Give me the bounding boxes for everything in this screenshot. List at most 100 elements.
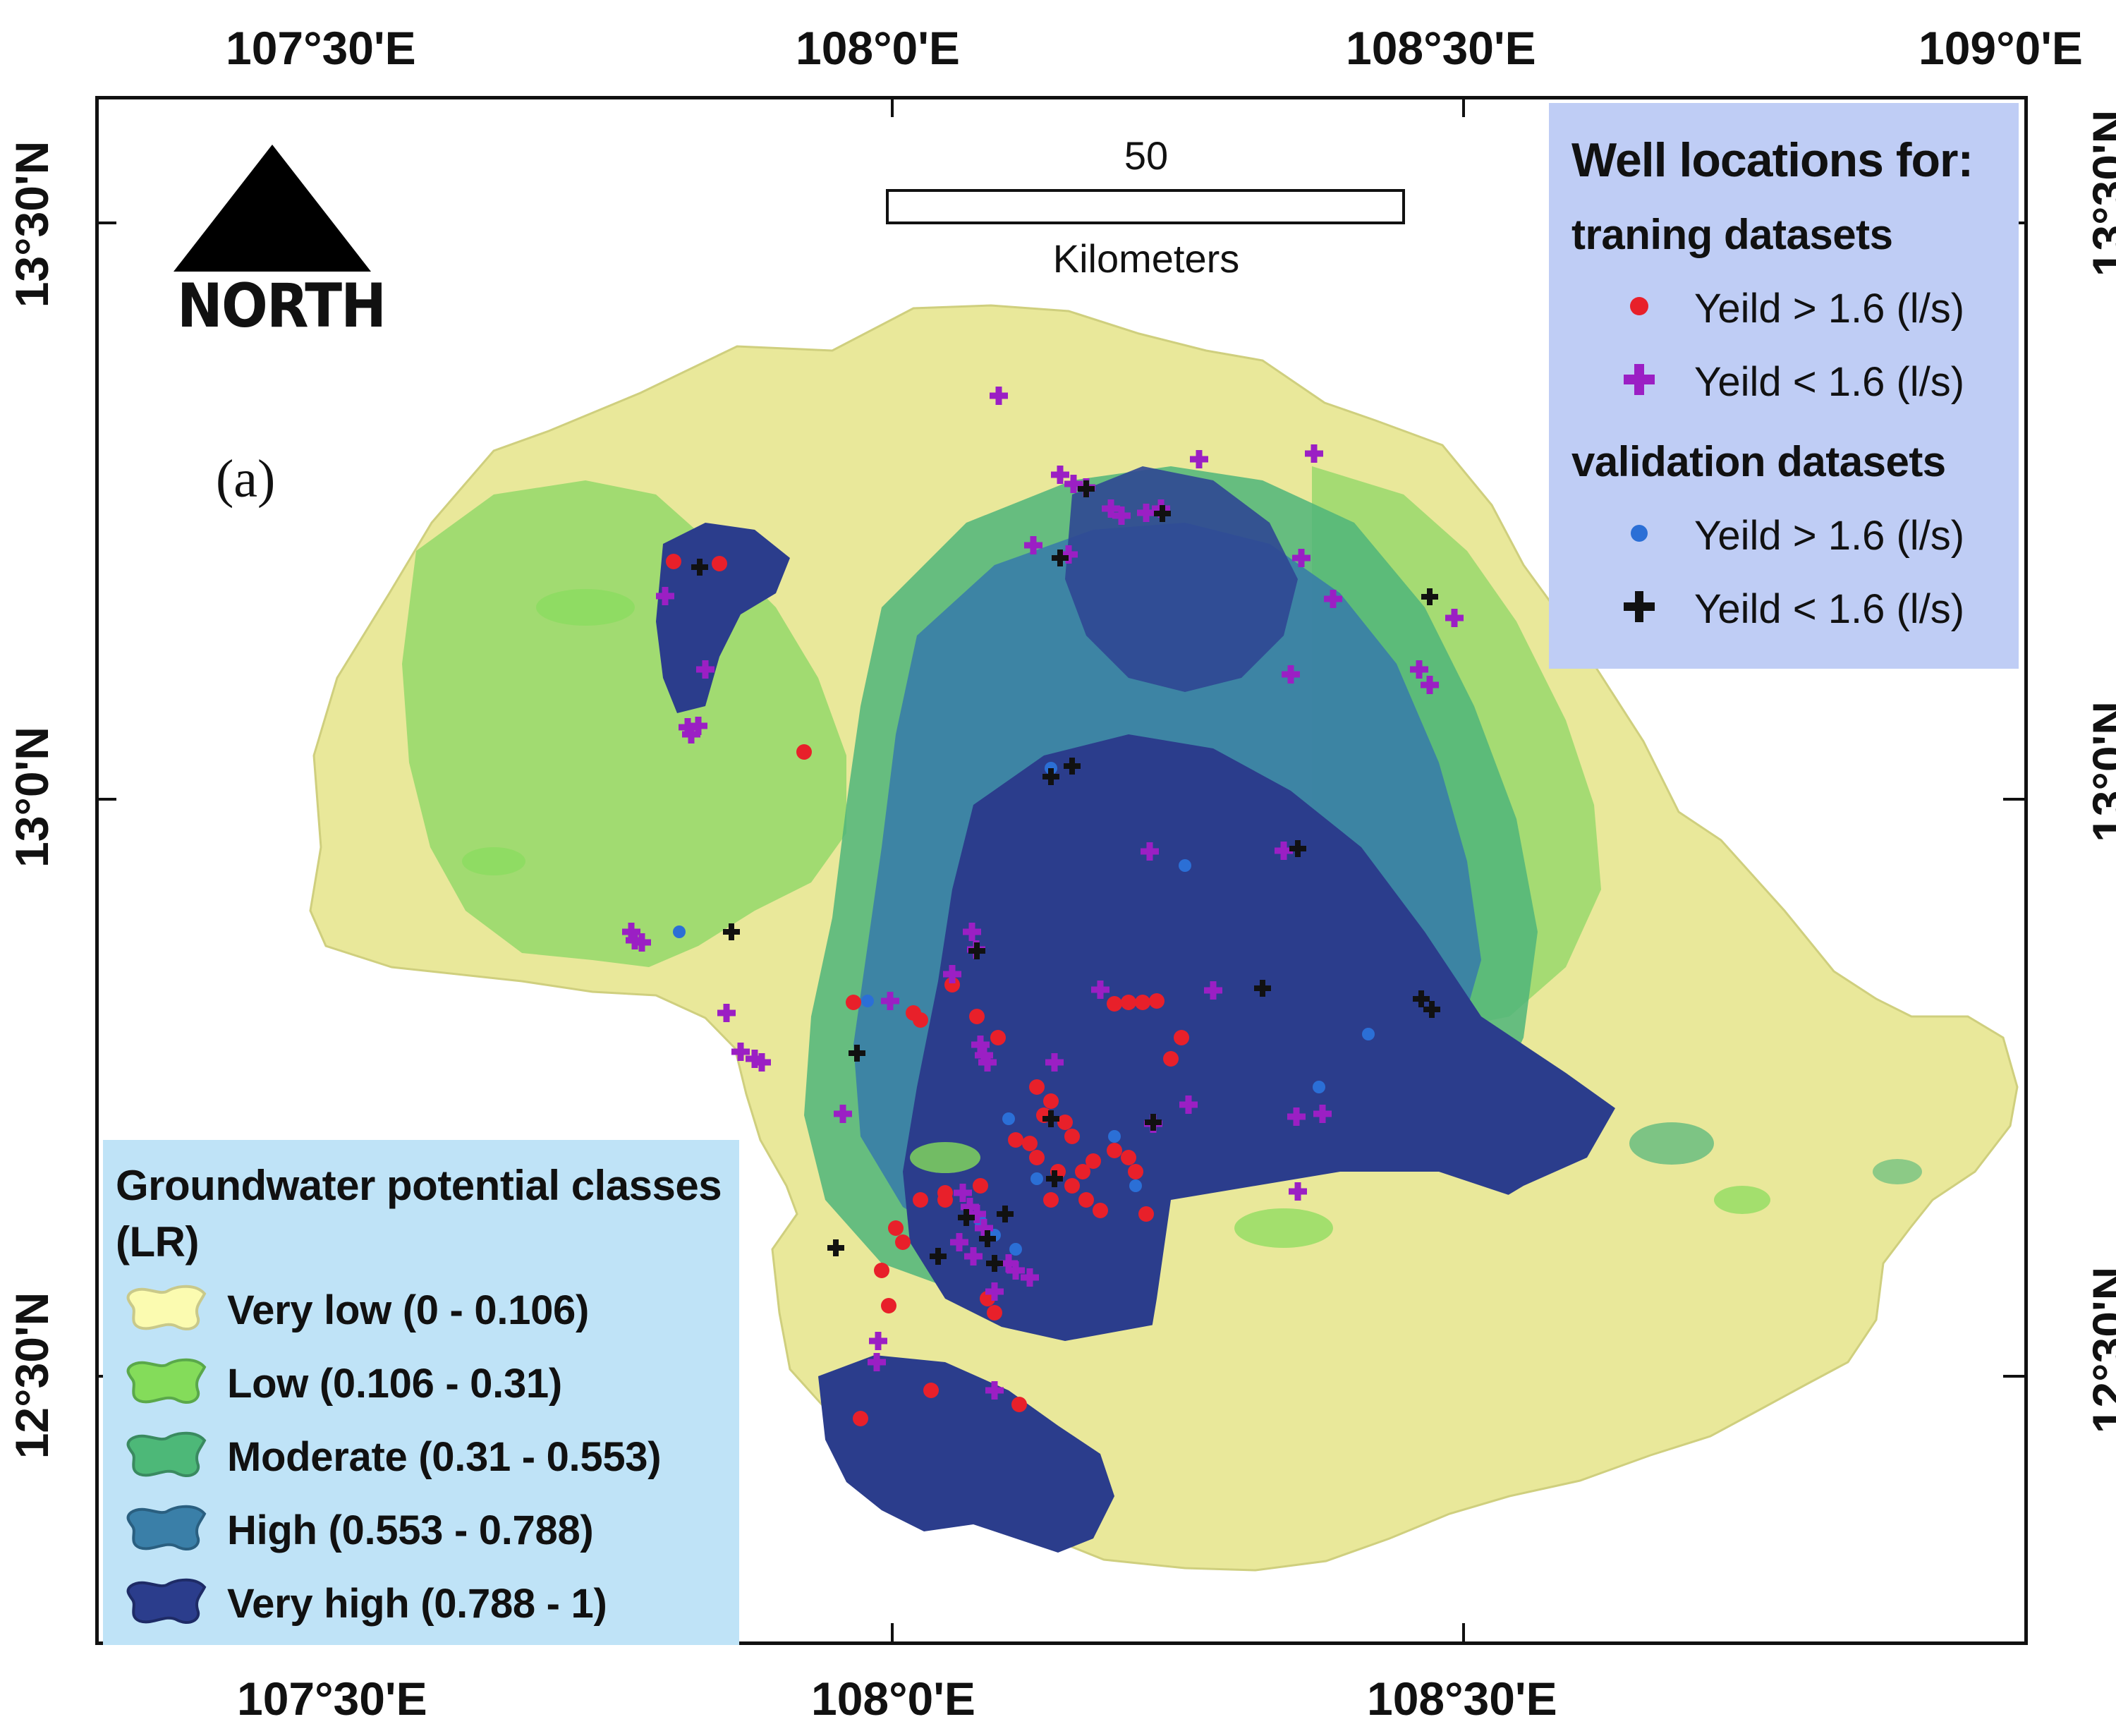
class-legend-title: Groundwater potential classes	[116, 1162, 722, 1209]
class-very-low: Very low (0 - 0.106)	[227, 1287, 590, 1333]
left-lat-label-3: 12°30'N	[6, 1292, 58, 1459]
well-training-low-19	[656, 587, 674, 605]
well-training-low-53	[964, 1247, 983, 1265]
wells-training-low-yield	[622, 387, 1464, 1400]
well-training-high-31	[1064, 1178, 1080, 1194]
well-training-low-57	[1021, 1268, 1039, 1287]
well-validation-high-4	[861, 995, 874, 1007]
well-training-high-14	[1174, 1030, 1189, 1045]
well-training-high-24	[1029, 1150, 1045, 1165]
high-swatch-icon	[126, 1505, 207, 1550]
well-validation-high-7	[1002, 1112, 1015, 1125]
well-training-low-28	[943, 965, 961, 983]
legend-item-validation-high: Yeild > 1.6 (l/s)	[1694, 513, 1965, 559]
well-training-low-60	[868, 1353, 886, 1371]
well-training-low-54	[1289, 1182, 1307, 1201]
well-legend-title: Well locations for:	[1571, 133, 1974, 187]
well-training-low-24	[1141, 842, 1159, 861]
low-swatch-icon	[126, 1358, 207, 1404]
well-training-high-29	[1121, 1150, 1136, 1165]
well-validation-low-13	[1423, 1001, 1440, 1018]
well-training-low-48	[954, 1184, 972, 1202]
well-training-low-11	[1024, 536, 1042, 554]
well-validation-low-21	[958, 1209, 975, 1226]
well-training-low-3	[1064, 475, 1083, 493]
well-validation-low-3	[1154, 505, 1171, 522]
well-training-high-5	[1121, 995, 1136, 1010]
well-training-low-41	[975, 1046, 993, 1064]
well-training-high-1	[666, 554, 681, 569]
well-training-high-8	[944, 977, 960, 993]
well-validation-high-9	[1030, 1172, 1043, 1185]
well-validation-low-14	[849, 1045, 865, 1062]
well-training-low-61	[985, 1381, 1004, 1400]
legend-item-training-high: Yeild > 1.6 (l/s)	[1694, 286, 1965, 332]
very-low-swatch-icon	[126, 1285, 207, 1330]
well-validation-low-6	[1064, 758, 1081, 775]
well-training-low-52	[950, 1233, 968, 1251]
well-validation-low-16	[1145, 1114, 1162, 1131]
right-lat-label-1: 13°30'N	[2083, 109, 2116, 277]
right-lat-label-2: 13°0'N	[2083, 701, 2116, 842]
north-arrow-icon	[174, 145, 371, 272]
well-training-low-50	[968, 1205, 986, 1223]
well-training-low-33	[622, 923, 640, 941]
well-training-low-10	[1305, 444, 1323, 463]
wells-validation-high-yield	[673, 762, 1375, 1256]
well-training-low-42	[978, 1053, 997, 1072]
class-high: High (0.553 - 0.788)	[227, 1507, 594, 1553]
well-training-low-47	[1179, 1095, 1198, 1114]
north-label: NORTH	[177, 271, 387, 341]
well-training-high-40	[874, 1263, 889, 1278]
well-training-high-10	[913, 1012, 928, 1028]
well-validation-low-11	[1254, 980, 1271, 997]
training-low-yield-plus-icon	[1624, 364, 1655, 395]
wells-training-high-yield	[666, 554, 1189, 1426]
scale-bar-unit: Kilometers	[1052, 236, 1240, 281]
well-training-low-22	[682, 725, 700, 743]
well-validation-low-18	[997, 1206, 1014, 1222]
validation-heading: validation datasets	[1571, 438, 1946, 485]
well-validation-low-17	[1046, 1170, 1063, 1187]
class-low: Low (0.106 - 0.31)	[227, 1361, 562, 1407]
well-training-high-16	[1138, 1206, 1154, 1222]
class-legend-subtitle: (LR)	[116, 1218, 199, 1265]
well-validation-low-22	[986, 1255, 1003, 1272]
well-training-high-7	[1149, 993, 1165, 1009]
well-training-high-43	[987, 1305, 1002, 1321]
class-moderate: Moderate (0.31 - 0.553)	[227, 1434, 662, 1480]
region-very-low-southeast	[1129, 1172, 1707, 1553]
well-training-high-4	[1107, 996, 1122, 1012]
well-training-low-36	[731, 1043, 750, 1061]
well-training-low-13	[1292, 549, 1311, 567]
well-training-high-22	[1008, 1132, 1023, 1148]
well-validation-low-7	[1042, 768, 1059, 785]
well-training-low-43	[834, 1105, 852, 1123]
well-training-low-56	[1007, 1261, 1025, 1280]
scale-bar-value: 50	[1124, 133, 1169, 178]
region-very-high-south	[818, 1355, 1114, 1553]
well-training-high-30	[1128, 1164, 1143, 1179]
well-training-high-34	[1093, 1203, 1108, 1218]
well-training-low-46	[1313, 1105, 1332, 1123]
well-training-high-20	[1057, 1115, 1073, 1130]
well-training-high-44	[923, 1383, 939, 1398]
well-validation-high-2	[1179, 859, 1191, 872]
well-training-low-45	[1287, 1107, 1306, 1126]
well-training-low-23	[689, 717, 707, 735]
groundwater-classes-legend: Groundwater potential classes (LR) Very …	[103, 1140, 739, 1645]
well-training-low-12	[1059, 545, 1078, 564]
well-training-low-31	[881, 992, 899, 1010]
moderate-swatch-icon	[126, 1431, 207, 1477]
well-training-high-38	[888, 1220, 904, 1236]
panel-label: (a)	[216, 449, 276, 509]
well-training-low-38	[753, 1053, 771, 1072]
bottom-lon-label-1: 107°30'E	[237, 1673, 427, 1725]
well-training-low-1	[990, 387, 1008, 405]
groundwater-potential-map	[99, 99, 2024, 1641]
well-validation-low-9	[968, 942, 985, 959]
well-training-high-45	[1011, 1397, 1027, 1412]
well-training-low-29	[1091, 981, 1109, 999]
well-validation-low-10	[723, 923, 740, 940]
